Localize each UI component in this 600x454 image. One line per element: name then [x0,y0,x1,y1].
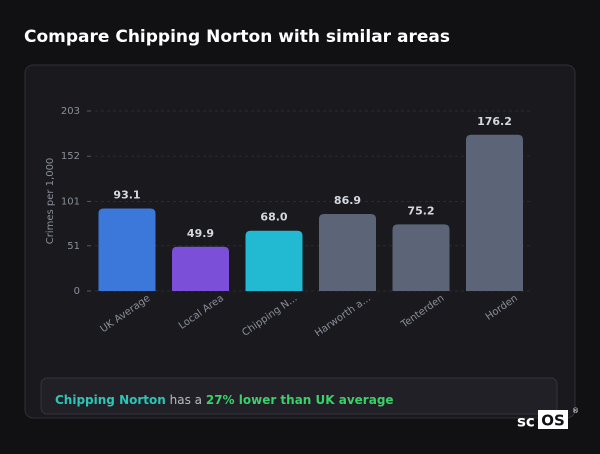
value-label: 93.1 [113,188,140,201]
value-label: 176.2 [477,115,512,128]
summary-comparison: 27% lower than UK average [206,393,394,407]
bar [172,246,229,291]
logo-mark: ® [572,407,579,415]
value-label: 75.2 [407,204,434,217]
summary-middle: has a [170,393,202,407]
y-tick-label: 101 [61,196,80,207]
value-label: 49.9 [187,227,214,240]
summary-text: Chipping Norton has a 27% lower than UK … [55,393,394,407]
y-axis-label: Crimes per 1,000 [45,158,56,245]
y-tick-label: 152 [61,151,80,162]
logo-part2: OS [541,412,565,430]
bar [98,208,156,291]
y-tick-label: 203 [61,106,80,117]
y-tick-label: 51 [67,241,80,252]
bar [392,224,450,291]
summary-place: Chipping Norton [55,393,166,407]
bar [466,134,523,291]
page-title: Compare Chipping Norton with similar are… [24,27,450,47]
value-label: 86.9 [334,194,361,207]
y-tick-label: 0 [74,286,80,297]
summary-box [40,377,558,415]
bar [319,213,376,291]
bar [245,230,303,291]
logo-part1: sc [517,413,535,431]
value-label: 68.0 [260,211,287,224]
logo-box [538,410,568,429]
